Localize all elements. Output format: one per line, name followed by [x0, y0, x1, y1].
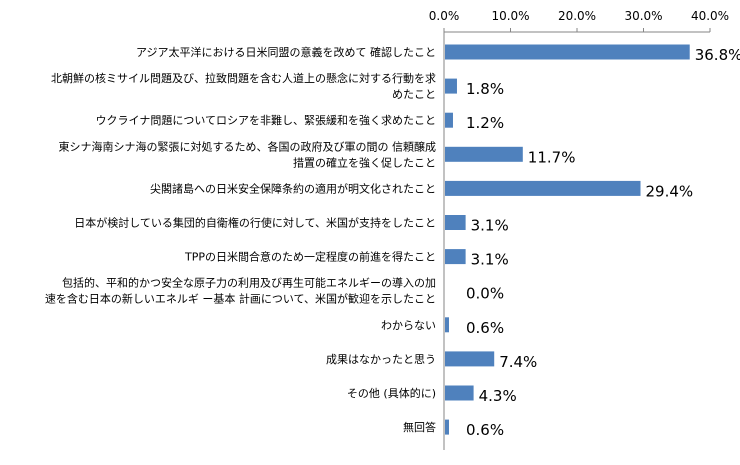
bar [445, 385, 474, 401]
bar [445, 44, 690, 60]
data-label: 29.4% [646, 182, 694, 200]
data-label: 3.1% [471, 217, 509, 235]
category-label: ウクライナ問題についてロシアを非難し、緊張緩和を強く求めたこと [96, 114, 436, 127]
data-label: 0.0% [466, 285, 504, 303]
category-label: 措置の確立を強く促したこと [293, 155, 436, 169]
data-label: 4.3% [479, 387, 517, 405]
bar [445, 180, 641, 196]
category-label: わからない [381, 319, 436, 332]
category-label: その他 (具体的に) [347, 386, 436, 400]
category-label: 無回答 [403, 420, 436, 434]
bar [445, 249, 466, 265]
data-label: 7.4% [499, 353, 537, 371]
data-label: 1.2% [466, 114, 504, 132]
bar [445, 317, 449, 333]
data-labels: 36.8% 1.8% 1.2% 11.7% 29.4% 3.1% 3.1% 0.0% 0.6% 7… [466, 46, 740, 439]
category-label: TPPの日米間合意のため一定程度の前進を得たこと [184, 250, 436, 264]
data-label: 36.8% [695, 46, 740, 64]
bars [445, 44, 690, 435]
bar [445, 419, 449, 435]
category-labels: アジア太平洋における日米同盟の意義を改めて 確認したこと北朝鮮の核ミサイル問題及… [45, 45, 436, 434]
bar [445, 351, 495, 367]
bar [445, 146, 523, 162]
bar [445, 112, 453, 128]
x-axis: 0.0% 10.0% 20.0% 30.0% 40.0% [429, 9, 729, 450]
category-label: めたこと [392, 88, 436, 101]
x-tick-label: 40.0% [691, 9, 729, 23]
x-tick-label: 30.0% [624, 9, 662, 23]
x-tick-label: 0.0% [429, 9, 460, 23]
category-label: 北朝鮮の核ミサイル問題及び、拉致問題を含む人道上の懸念に対する行動を求 [51, 71, 436, 85]
x-tick-label: 10.0% [491, 9, 529, 23]
category-label: 東シナ海南シナ海の緊張に対処するため、各国の政府及び軍の間の 信頼醸成 [59, 139, 437, 153]
data-label: 0.6% [466, 319, 504, 337]
category-label: アジア太平洋における日米同盟の意義を改めて 確認したこと [136, 45, 436, 59]
x-tick-label: 20.0% [558, 9, 596, 23]
category-label: 尖閣諸島への日米安全保障条約の適用が明文化されたこと [150, 181, 436, 195]
data-label: 1.8% [466, 80, 504, 98]
category-label: 速を含む日本の新しいエネルギ ー基本 計画について、米国が歓迎を示したこと [45, 292, 436, 306]
category-label: 包括的、平和的かつ安全な原子力の利用及び再生可能エネルギーの導入の加 [62, 276, 436, 290]
bar [445, 78, 457, 94]
data-label: 3.1% [471, 251, 509, 269]
data-label: 0.6% [466, 421, 504, 439]
data-label: 11.7% [528, 148, 576, 166]
bar [445, 215, 466, 230]
category-label: 成果はなかったと思う [326, 353, 436, 366]
category-label: 日本が検討している集団的自衛権の行使に対して、米国が支持をしたこと [74, 216, 436, 230]
